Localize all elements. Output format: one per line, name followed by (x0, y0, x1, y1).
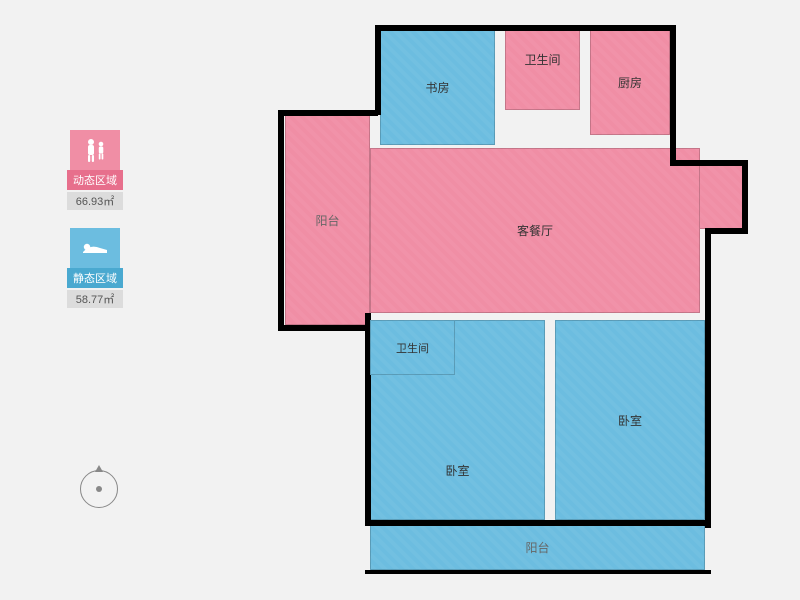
room-bath1: 卫生间 (505, 30, 580, 110)
room-study: 书房 (380, 30, 495, 145)
wall-3 (742, 160, 748, 234)
legend-dynamic-value: 66.93㎡ (67, 192, 123, 210)
wall-6 (368, 520, 711, 526)
room-label: 书房 (425, 79, 449, 96)
wall-2 (670, 160, 748, 166)
compass-center (96, 486, 102, 492)
room-label: 卧室 (618, 412, 642, 429)
room-label: 阳台 (315, 212, 339, 229)
room-living: 客餐厅 (370, 148, 700, 313)
room-balconyS: 阳台 (370, 525, 705, 570)
wall-1 (670, 25, 676, 165)
compass-icon (80, 470, 118, 508)
floor-plan: 阳台客餐厅厨房卫生间书房卧室卧室卫生间阳台 (260, 20, 750, 580)
room-label: 卧室 (445, 462, 469, 479)
room-kitchen: 厨房 (590, 30, 670, 135)
wall-9 (278, 110, 378, 116)
people-icon (70, 130, 120, 170)
room-label: 客餐厅 (517, 222, 553, 239)
room-label: 厨房 (618, 74, 642, 91)
legend-static-value: 58.77㎡ (67, 290, 123, 308)
legend-dynamic-title: 动态区域 (67, 170, 123, 190)
legend-static: 静态区域 58.77㎡ (65, 228, 125, 308)
wall-4 (705, 228, 748, 234)
wall-11 (278, 325, 371, 331)
sleep-icon (70, 228, 120, 268)
room-bed2: 卧室 (555, 320, 705, 520)
legend-dynamic: 动态区域 66.93㎡ (65, 130, 125, 210)
room-bath2: 卫生间 (370, 320, 455, 375)
room-label: 卫生间 (524, 51, 560, 68)
room-bump (700, 165, 745, 229)
room-label: 卫生间 (396, 340, 429, 356)
legend-static-title: 静态区域 (67, 268, 123, 288)
wall-12 (365, 570, 711, 574)
wall-5 (705, 228, 711, 528)
wall-0 (375, 25, 675, 31)
room-label: 阳台 (525, 539, 549, 556)
legend: 动态区域 66.93㎡ 静态区域 58.77㎡ (65, 130, 125, 326)
wall-8 (278, 110, 284, 330)
room-balconyL: 阳台 (285, 115, 370, 325)
wall-10 (375, 25, 381, 115)
